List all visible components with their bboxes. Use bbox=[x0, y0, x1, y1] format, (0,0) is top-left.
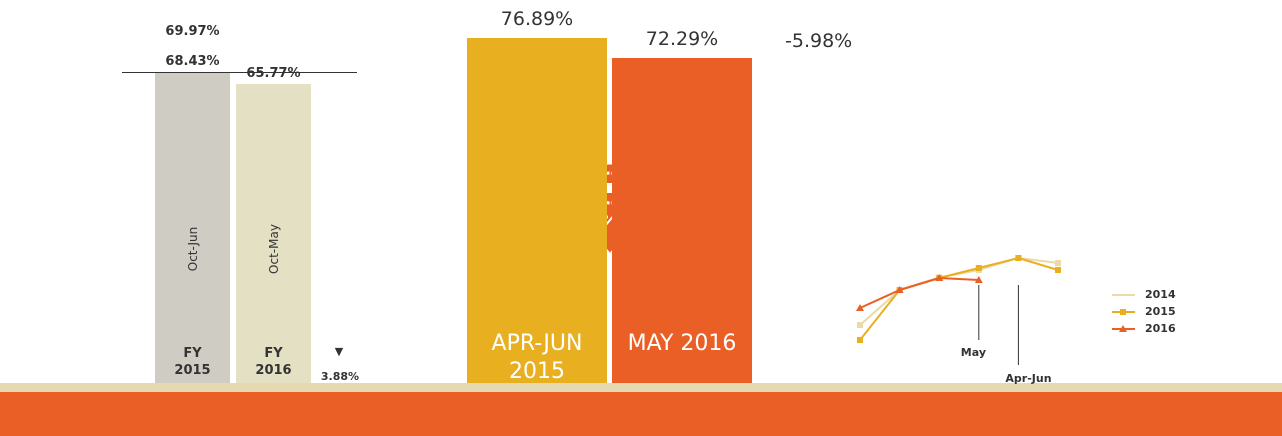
value-label: 65.77% bbox=[246, 66, 301, 82]
annotation-label: May bbox=[961, 346, 986, 359]
legend-label: 2015 bbox=[1145, 305, 1176, 318]
category-label: MAY 2016 bbox=[627, 331, 737, 356]
bar bbox=[155, 72, 230, 383]
value-label: 68.43% bbox=[165, 54, 220, 70]
series-line bbox=[859, 256, 1059, 341]
point bbox=[935, 274, 944, 281]
legend-marker bbox=[1120, 309, 1126, 315]
legend-label: 2014 bbox=[1145, 288, 1176, 301]
value-label: 76.89% bbox=[500, 7, 574, 30]
point bbox=[856, 304, 864, 311]
category-label: FY 2016 bbox=[255, 346, 292, 378]
point bbox=[895, 286, 904, 293]
series-line bbox=[859, 276, 979, 309]
period-label: Oct-Jun bbox=[185, 226, 200, 272]
bar bbox=[612, 58, 752, 383]
legend-marker bbox=[1119, 325, 1127, 332]
annotation: 69.97% bbox=[165, 24, 220, 40]
category-label: FY 2015 bbox=[174, 346, 211, 378]
bar bbox=[467, 37, 607, 383]
point bbox=[1015, 255, 1022, 261]
change-label: -5.98% bbox=[785, 30, 853, 52]
point bbox=[857, 337, 863, 343]
footer-band bbox=[0, 392, 1282, 436]
reference-line bbox=[122, 72, 357, 74]
ground-strip bbox=[0, 383, 1282, 392]
point bbox=[974, 276, 983, 283]
bar bbox=[236, 84, 311, 383]
period-label: Oct-May bbox=[266, 224, 281, 274]
point bbox=[1055, 267, 1061, 273]
change-label: 3.88% bbox=[320, 370, 360, 383]
change-arrow: ▼ bbox=[334, 345, 344, 358]
series-line bbox=[859, 256, 1059, 326]
category-label: APR-JUN 2015 bbox=[491, 331, 583, 384]
point bbox=[1055, 260, 1061, 266]
annotation-label: Apr-Jun bbox=[1005, 372, 1051, 385]
point bbox=[857, 322, 863, 328]
point bbox=[975, 265, 982, 271]
value-label: 72.29% bbox=[645, 28, 719, 51]
legend-label: 2016 bbox=[1145, 322, 1176, 335]
